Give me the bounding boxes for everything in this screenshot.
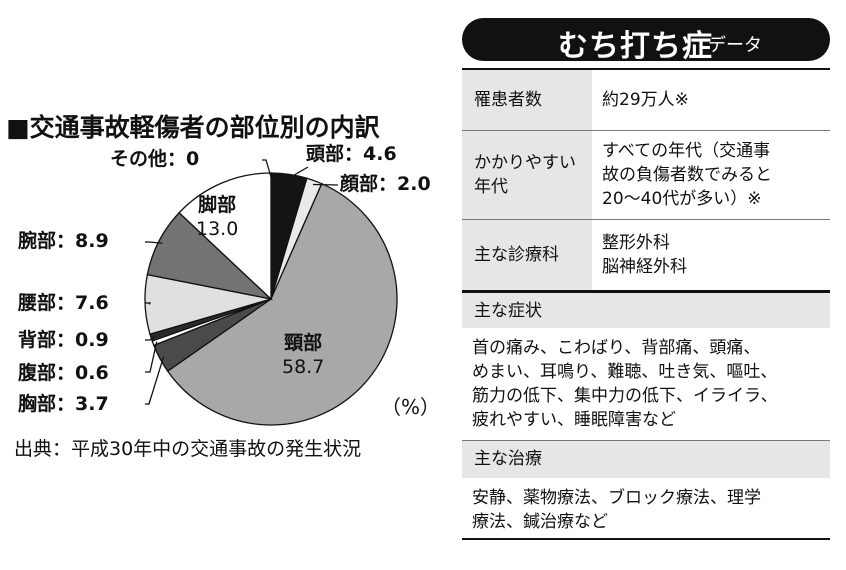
pie-slice-leg: [178, 172, 272, 301]
treatment-text: 安静、薬物療法、ブロック療法、理学 療法、鍼治療など: [472, 488, 761, 532]
data-label-neck: 頸部 58.7: [282, 332, 325, 378]
symptoms-text: 首の痛み、こわばり、背部痛、頭痛、 めまい、耳鳴り、難聴、吐き気、嘔吐、 筋力の…: [472, 338, 778, 430]
chart-unit: （%）: [381, 395, 441, 419]
row-key: かかりやすい 年代: [462, 131, 592, 219]
leader-line-chest: [145, 356, 165, 405]
row-value: 整形外科 脳神経外科: [602, 233, 687, 277]
data-label-head: 頭部：4.6: [306, 143, 397, 165]
row-department: 主な診療科 整形外科 脳神経外科: [462, 219, 830, 290]
data-label-leg: 脚部 13.0: [196, 194, 239, 240]
leader-line-other: [262, 159, 272, 178]
data-label-face: 顔部：2.0: [340, 173, 431, 195]
row-value: すべての年代（交通事 故の負傷者数でみると 20～40代が多い）※: [602, 141, 772, 209]
treatment-heading: 主な治療: [462, 440, 830, 478]
data-label-lower-back: 腰部：7.6: [18, 292, 109, 314]
panel-bottom-rule: [462, 538, 830, 540]
chart-title: ■交通事故軽傷者の部位別の内訳: [6, 113, 380, 142]
leader-line-face: [313, 183, 339, 186]
symptoms-heading: 主な症状: [462, 290, 830, 328]
row-key: 主な診療科: [462, 220, 592, 290]
leader-line-head: [288, 166, 309, 179]
panel-subtitle: データ: [708, 35, 762, 56]
panel-title: むち打ち症: [558, 29, 713, 64]
leader-line-abdomen: [145, 341, 158, 373]
data-label-other: その他：0: [110, 148, 200, 170]
panel-body: 罹患者数 約29万人※ かかりやすい 年代 すべての年代（交通事 故の負傷者数で…: [462, 68, 830, 540]
data-label-arm: 腕部：8.9: [18, 230, 109, 252]
pie-slice-neck: [166, 182, 398, 426]
whiplash-data-panel: むち打ち症 データ 罹患者数 約29万人※ かかりやすい 年代 すべての年代（交…: [462, 18, 830, 540]
panel-header: むち打ち症 データ: [462, 18, 830, 64]
row-key: 罹患者数: [462, 70, 592, 130]
row-value: 約29万人※: [602, 90, 689, 110]
row-patients: 罹患者数 約29万人※: [462, 68, 830, 130]
data-label-abdomen: 腹部：0.6: [18, 362, 109, 384]
leader-line-back: [145, 335, 156, 341]
leader-line-lower-back: [145, 302, 152, 305]
row-age: かかりやすい 年代 すべての年代（交通事 故の負傷者数でみると 20～40代が多…: [462, 130, 830, 219]
chart-source: 出典：平成30年中の交通事故の発生状況: [14, 438, 362, 460]
leader-line-arm: [145, 241, 163, 244]
data-label-back: 背部：0.9: [18, 329, 109, 351]
data-label-chest: 胸部：3.7: [18, 393, 109, 415]
